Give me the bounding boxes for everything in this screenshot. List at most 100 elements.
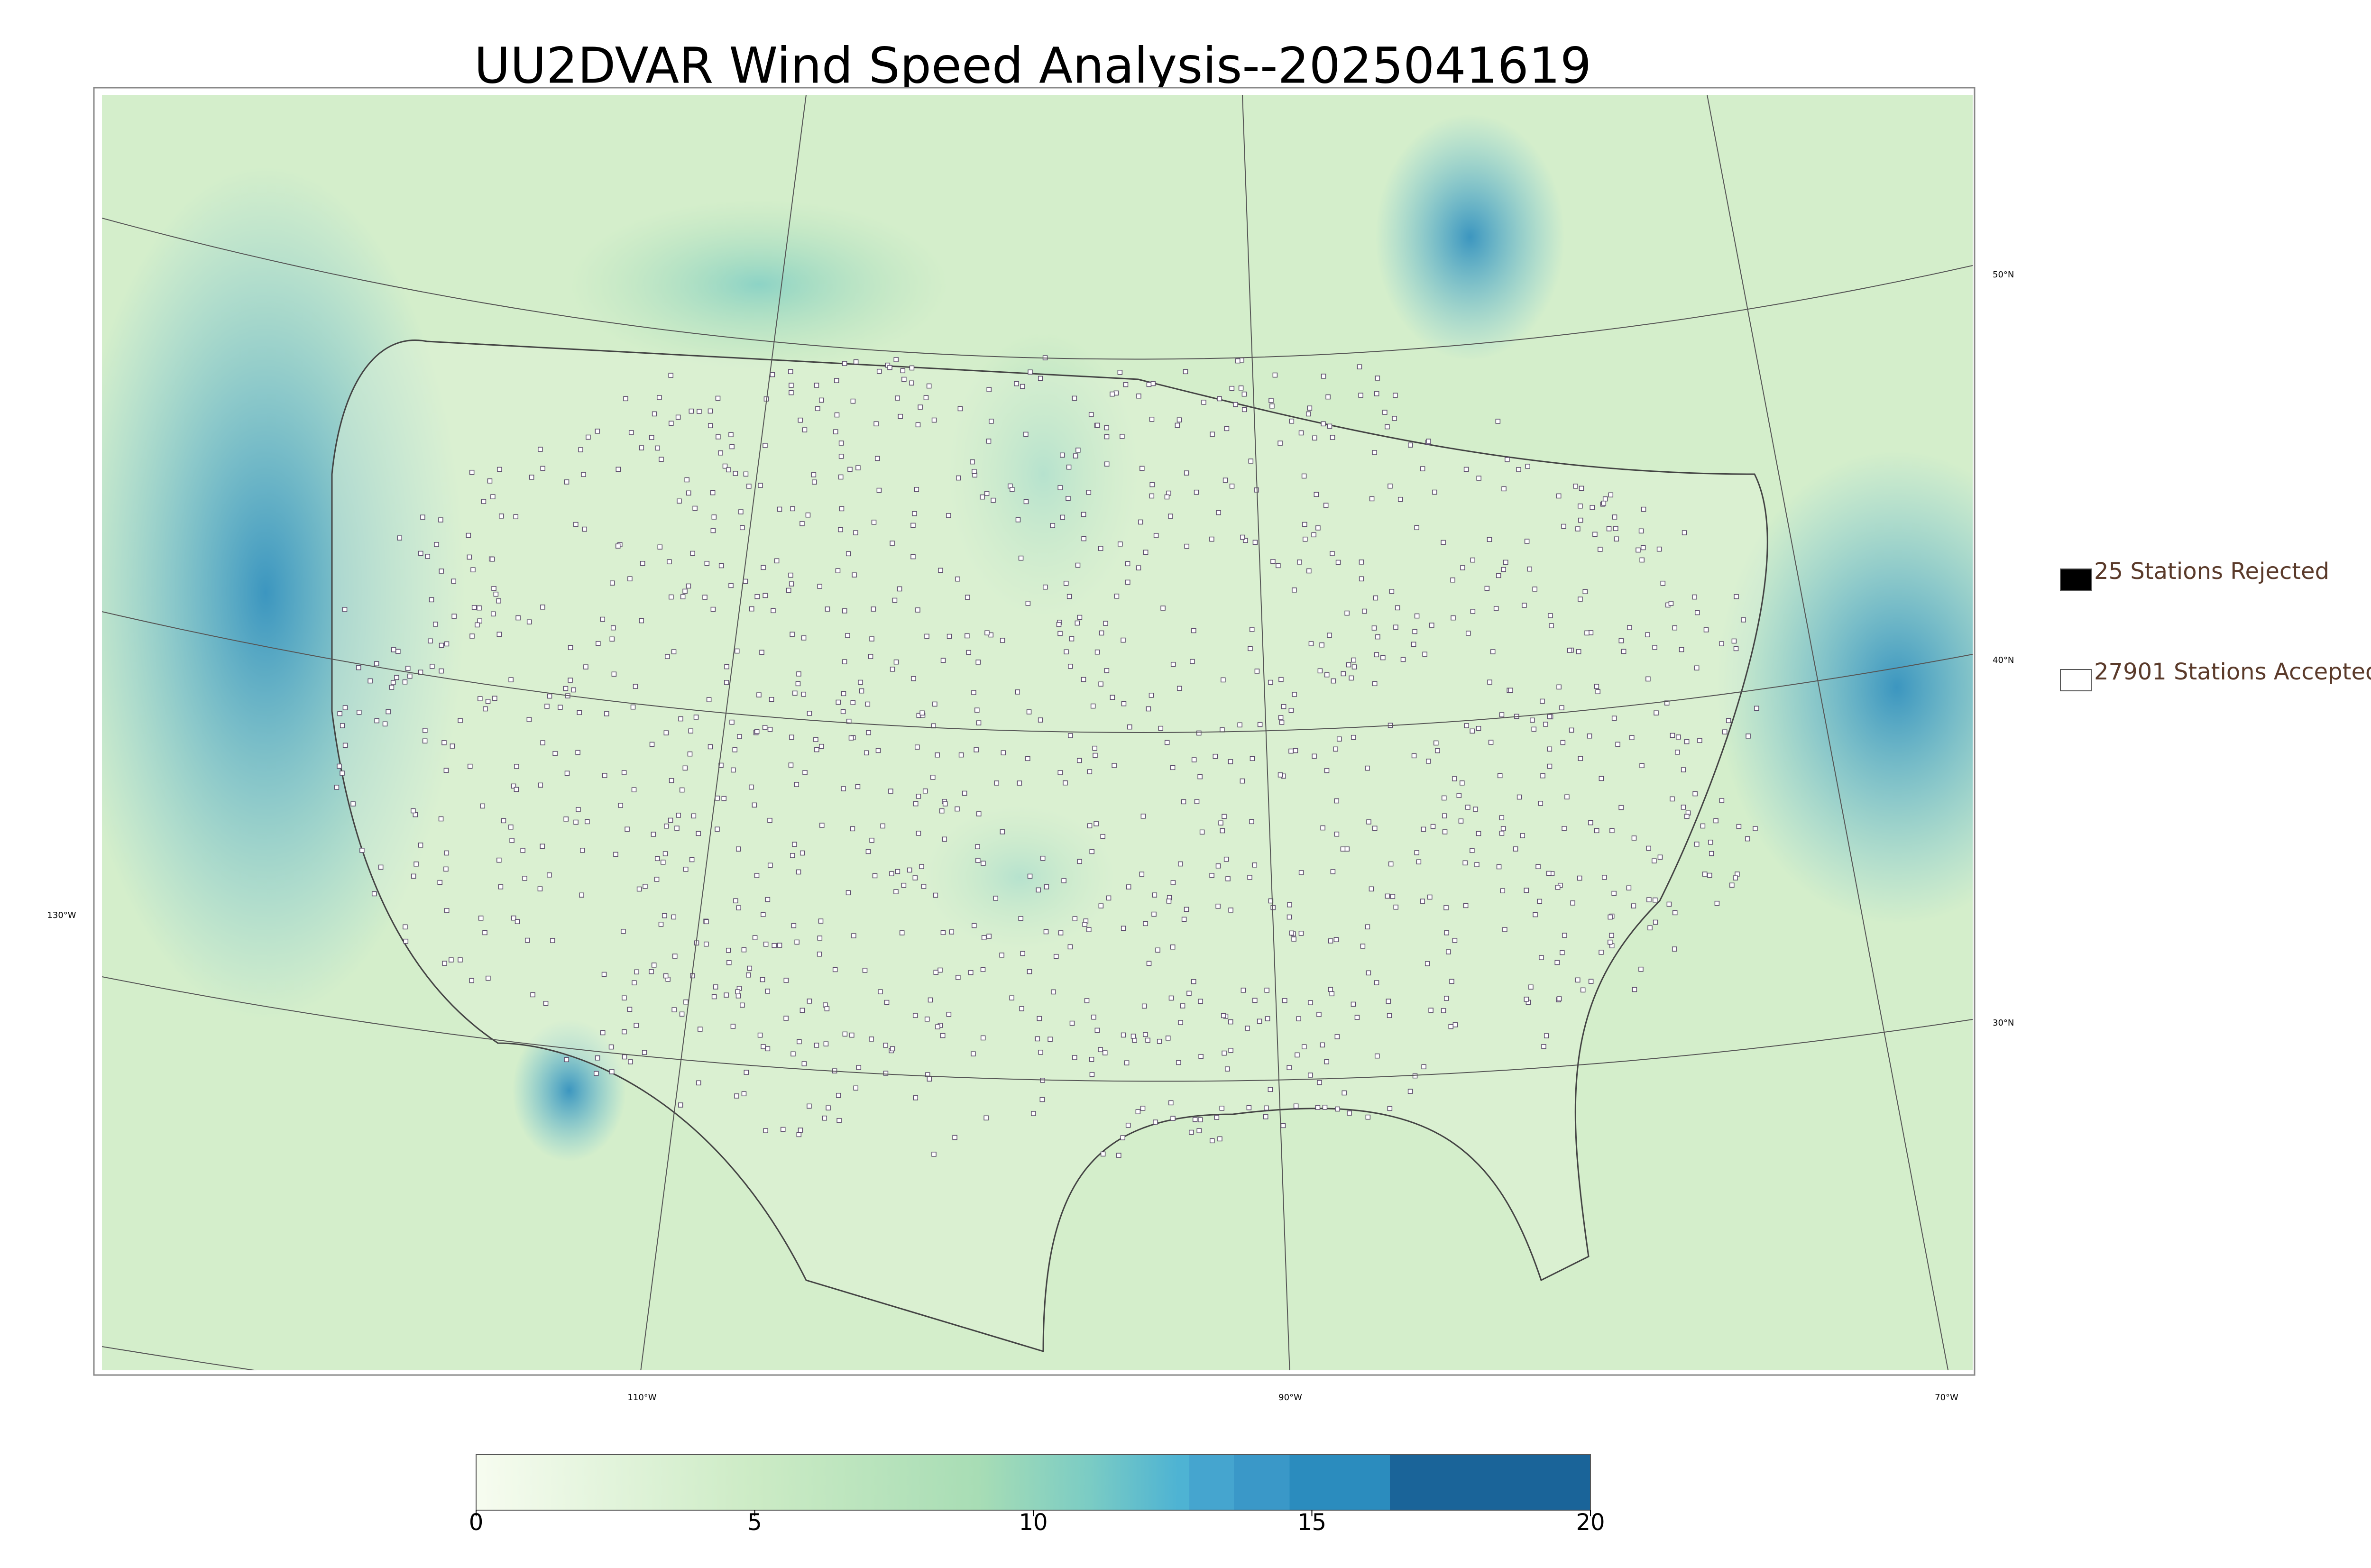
station-marker xyxy=(1670,796,1675,802)
station-marker xyxy=(927,1076,932,1082)
station-marker xyxy=(1392,416,1397,421)
station-marker xyxy=(728,583,734,588)
station-marker xyxy=(581,472,586,477)
station-marker xyxy=(340,723,345,728)
station-marker xyxy=(1408,442,1413,448)
station-marker xyxy=(1366,819,1371,825)
station-marker xyxy=(1014,381,1019,386)
station-marker xyxy=(1369,496,1375,502)
station-marker xyxy=(662,851,668,856)
station-marker xyxy=(1098,681,1103,687)
station-marker xyxy=(800,850,805,856)
station-marker xyxy=(771,608,776,614)
station-marker xyxy=(625,826,630,832)
station-marker xyxy=(1344,846,1350,852)
station-marker xyxy=(469,469,475,475)
station-marker xyxy=(643,884,648,889)
station-marker xyxy=(1613,526,1618,531)
station-marker xyxy=(508,825,514,830)
station-marker xyxy=(1525,464,1530,469)
station-marker xyxy=(1077,614,1083,620)
station-marker xyxy=(780,1127,786,1132)
station-marker xyxy=(1149,482,1155,487)
station-marker xyxy=(1522,603,1527,608)
station-marker xyxy=(1584,630,1590,636)
station-marker xyxy=(1257,1018,1262,1024)
station-marker xyxy=(749,606,754,612)
station-marker xyxy=(1360,944,1366,949)
station-marker xyxy=(814,383,819,388)
station-marker xyxy=(668,373,673,378)
station-marker xyxy=(1349,675,1354,681)
land-outline xyxy=(331,339,1768,1353)
station-marker xyxy=(1638,528,1644,534)
station-marker xyxy=(994,780,999,786)
station-marker xyxy=(1741,617,1746,623)
station-marker xyxy=(788,572,793,578)
station-marker xyxy=(1121,637,1126,643)
station-marker xyxy=(615,543,621,549)
station-marker xyxy=(368,678,373,684)
station-marker xyxy=(1215,863,1221,869)
station-marker xyxy=(1320,825,1325,831)
station-marker xyxy=(819,743,824,749)
station-marker xyxy=(1135,1109,1141,1114)
station-marker xyxy=(439,569,444,574)
station-marker xyxy=(1058,930,1064,935)
station-marker xyxy=(1066,464,1072,470)
station-marker xyxy=(1541,1044,1546,1049)
station-marker xyxy=(627,1007,633,1012)
station-marker xyxy=(558,705,563,710)
station-marker xyxy=(841,786,846,791)
station-marker xyxy=(689,857,695,862)
station-marker xyxy=(514,764,519,769)
station-marker xyxy=(1094,821,1099,826)
station-marker xyxy=(1464,723,1469,728)
graticule-line xyxy=(102,976,1973,1082)
station-marker xyxy=(909,380,914,386)
station-marker xyxy=(1328,938,1333,944)
station-marker xyxy=(1426,439,1431,444)
station-marker xyxy=(1321,421,1326,427)
station-marker xyxy=(1099,630,1104,636)
station-marker xyxy=(1166,899,1172,904)
station-marker xyxy=(1155,947,1160,953)
station-marker xyxy=(1629,735,1635,740)
station-marker xyxy=(993,896,999,901)
station-marker xyxy=(1292,587,1297,593)
station-marker xyxy=(632,980,637,986)
station-marker xyxy=(1288,707,1294,713)
station-marker xyxy=(1278,715,1284,720)
station-marker xyxy=(1248,458,1254,464)
station-marker xyxy=(1184,907,1189,912)
station-marker xyxy=(1594,828,1599,834)
station-marker xyxy=(825,606,830,612)
station-marker xyxy=(544,704,550,709)
station-marker xyxy=(728,432,734,437)
station-marker xyxy=(577,710,582,715)
station-marker xyxy=(501,818,506,824)
station-marker xyxy=(777,506,782,512)
station-marker xyxy=(955,806,960,812)
station-marker xyxy=(663,973,669,979)
station-marker xyxy=(801,635,807,641)
station-marker xyxy=(678,716,683,722)
station-marker xyxy=(428,638,433,644)
station-marker xyxy=(789,383,794,388)
station-marker xyxy=(931,417,937,423)
graticule-line xyxy=(102,1346,258,1370)
station-marker xyxy=(935,752,940,758)
station-marker xyxy=(1077,859,1082,864)
station-marker xyxy=(1311,532,1316,538)
station-marker xyxy=(805,512,811,518)
station-marker xyxy=(869,1036,874,1042)
station-marker xyxy=(1495,419,1501,424)
station-marker xyxy=(1241,988,1246,993)
station-marker xyxy=(1516,794,1522,800)
station-marker xyxy=(933,970,939,975)
station-marker xyxy=(931,1152,937,1157)
station-marker xyxy=(971,690,976,695)
station-marker xyxy=(1241,407,1247,413)
station-marker xyxy=(1184,470,1189,476)
